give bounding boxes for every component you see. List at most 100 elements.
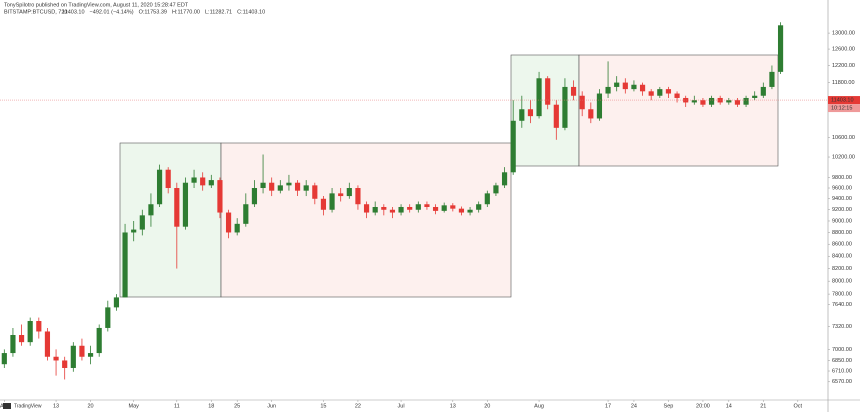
x-tick-label: Jul xyxy=(398,403,405,409)
last-price-tag xyxy=(828,96,860,105)
y-tick-label: 7320.00 xyxy=(832,324,852,330)
candle-body xyxy=(769,71,775,87)
candle-body xyxy=(545,78,551,105)
x-tick-label: 20:00 xyxy=(696,403,710,409)
candle-body xyxy=(536,78,542,117)
candle-body xyxy=(501,172,508,186)
candle-body xyxy=(450,205,456,209)
x-tick-label: May xyxy=(128,403,139,409)
y-tick-label: 12600.00 xyxy=(832,47,855,53)
x-tick-label: Apr xyxy=(0,403,9,409)
candle-body xyxy=(657,89,663,96)
candle-body xyxy=(79,345,85,357)
candle-body xyxy=(36,321,42,332)
candle-body xyxy=(53,356,59,361)
candle-body xyxy=(484,193,490,205)
x-tick-label: 20 xyxy=(484,403,490,409)
candle-body xyxy=(674,93,680,98)
candle-body xyxy=(708,97,715,105)
y-tick-label: 12200.00 xyxy=(832,63,855,69)
quote-value: H:11770.00 xyxy=(172,9,200,15)
candle-body xyxy=(596,93,603,119)
candle-body xyxy=(510,120,516,173)
y-tick-label: 6850.00 xyxy=(832,358,852,364)
red-zone xyxy=(220,142,512,298)
candle-body xyxy=(217,180,223,213)
x-tick-label: 14 xyxy=(726,403,732,409)
y-tick-label: 7800.00 xyxy=(832,292,852,298)
x-tick-label: Aug xyxy=(534,403,544,409)
candle-body xyxy=(286,182,292,186)
candle-body xyxy=(424,204,430,207)
y-tick-label: 6710.00 xyxy=(832,368,852,374)
candle-body xyxy=(648,91,654,96)
x-tick-label: 24 xyxy=(631,403,637,409)
countdown-label: 10:12:15 xyxy=(831,106,852,112)
y-tick-label: 9200.00 xyxy=(832,207,852,213)
candle-body xyxy=(579,95,585,110)
candle-body xyxy=(372,206,378,213)
x-tick-label: 17 xyxy=(605,403,611,409)
candle-body xyxy=(700,100,706,105)
red-zone xyxy=(578,54,779,167)
candle-body xyxy=(320,198,327,210)
y-tick-label: 8400.00 xyxy=(832,254,852,260)
candle-body xyxy=(381,206,387,210)
candle-body xyxy=(139,215,145,230)
candle-body xyxy=(200,177,206,186)
candle-body xyxy=(476,204,482,210)
candle-body xyxy=(346,188,352,197)
candle-body xyxy=(156,169,163,205)
candle-body xyxy=(10,335,16,354)
x-tick-label: 18 xyxy=(208,403,214,409)
candle-body xyxy=(622,82,628,90)
green-zone xyxy=(119,142,222,298)
quote-value: L:11282.71 xyxy=(205,9,232,15)
y-tick-label: 9600.00 xyxy=(832,185,852,191)
countdown-tag xyxy=(828,104,860,113)
candle-body xyxy=(148,204,154,216)
quote-value: O:11753.39 xyxy=(139,9,167,15)
candle-body xyxy=(225,212,232,233)
quote-value: 11403.10 xyxy=(62,9,85,15)
candle-body xyxy=(441,205,447,211)
candle-body xyxy=(734,100,741,105)
candle-body xyxy=(18,335,25,343)
x-tick-label: 20 xyxy=(88,403,94,409)
y-tick-label: 6570.00 xyxy=(832,379,852,385)
candle-body xyxy=(303,185,309,191)
x-tick-label: 13 xyxy=(53,403,59,409)
y-tick-label: 9000.00 xyxy=(832,218,852,224)
candle-body xyxy=(570,86,577,96)
y-tick-label: 9400.00 xyxy=(832,196,852,202)
candle-body xyxy=(398,206,404,213)
x-tick-label: 25 xyxy=(234,403,240,409)
candle-body xyxy=(338,193,344,197)
candle-body xyxy=(562,86,568,128)
candle-body xyxy=(182,182,189,227)
y-tick-label: 13000.00 xyxy=(832,31,855,37)
candle-body xyxy=(743,97,749,105)
y-tick-label: 7640.00 xyxy=(832,302,852,308)
y-tick-label: 11800.00 xyxy=(832,80,855,86)
candle-body xyxy=(458,208,465,213)
last-price-label: 11403.10 xyxy=(831,98,854,104)
y-tick-label: 10600.00 xyxy=(832,135,855,141)
candle-body xyxy=(260,182,266,189)
candle-body xyxy=(415,204,421,210)
candle-body xyxy=(355,188,361,205)
candle-body xyxy=(631,84,637,90)
candle-body xyxy=(269,182,275,191)
candle-body xyxy=(208,180,214,186)
y-tick-label: 8200.00 xyxy=(832,266,852,272)
x-tick-label: Oct xyxy=(794,403,803,409)
y-tick-label: 10200.00 xyxy=(832,154,855,160)
candle-body xyxy=(191,177,197,183)
candle-body xyxy=(27,321,33,343)
candle-body xyxy=(752,95,758,98)
candle-body xyxy=(131,229,137,233)
candle-body xyxy=(44,331,51,357)
candle-body xyxy=(329,193,335,210)
